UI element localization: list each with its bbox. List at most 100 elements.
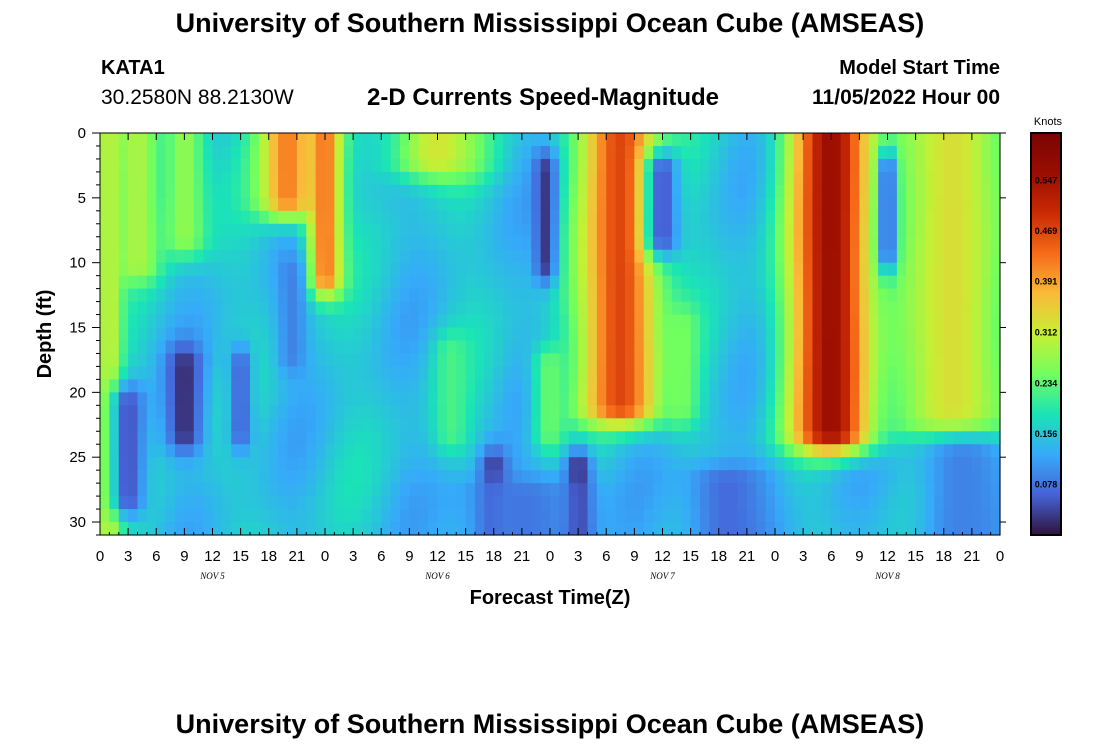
- heatmap-cell: [578, 470, 589, 484]
- heatmap-cell: [409, 197, 420, 212]
- heatmap-cell: [681, 236, 692, 251]
- heatmap-cell: [550, 444, 560, 458]
- heatmap-cell: [587, 444, 598, 458]
- heatmap-cell: [953, 340, 964, 355]
- heatmap-cell: [493, 509, 504, 523]
- heatmap-cell: [409, 262, 420, 277]
- heatmap-cell: [700, 171, 710, 186]
- heatmap-cell: [456, 158, 467, 173]
- heatmap-cell: [362, 522, 373, 536]
- heatmap-cell: [943, 145, 954, 160]
- heatmap-cell: [521, 522, 532, 536]
- heatmap-cell: [325, 509, 335, 523]
- heatmap-cell: [503, 288, 514, 303]
- heatmap-cell: [203, 184, 214, 199]
- heatmap-cell: [409, 522, 420, 536]
- heatmap-cell: [634, 444, 645, 458]
- heatmap-cell: [371, 405, 382, 419]
- heatmap-cell: [925, 483, 935, 497]
- heatmap-cell: [203, 340, 214, 355]
- heatmap-cell: [756, 327, 767, 342]
- heatmap-cell: [700, 288, 710, 303]
- heatmap-cell: [418, 366, 429, 380]
- heatmap-cell: [231, 275, 242, 290]
- heatmap-cell: [540, 249, 551, 264]
- heatmap-cell: [887, 301, 898, 316]
- heatmap-cell: [156, 249, 167, 264]
- heatmap-cell: [690, 171, 701, 186]
- heatmap-cell: [203, 392, 214, 406]
- heatmap-cell: [728, 444, 739, 458]
- heatmap-cell: [353, 379, 364, 393]
- heatmap-cell: [137, 366, 148, 380]
- heatmap-cell: [296, 509, 307, 523]
- heatmap-cell: [568, 392, 579, 406]
- heatmap-cell: [175, 340, 185, 355]
- heatmap-cell: [540, 405, 551, 419]
- heatmap-cell: [737, 431, 748, 445]
- heatmap-cell: [662, 236, 673, 251]
- heatmap-cell: [671, 301, 682, 316]
- heatmap-cell: [484, 275, 495, 290]
- heatmap-cell: [465, 223, 476, 238]
- heatmap-cell: [193, 236, 204, 251]
- heatmap-cell: [671, 444, 682, 458]
- heatmap-cell: [296, 379, 307, 393]
- x-tick-label: 12: [879, 548, 896, 565]
- heatmap-cell: [268, 522, 279, 536]
- heatmap-cell: [840, 197, 851, 212]
- x-tick-label: 15: [682, 548, 699, 565]
- heatmap-cell: [296, 301, 307, 316]
- heatmap-cell: [690, 236, 701, 251]
- heatmap-cell: [840, 496, 851, 510]
- heatmap-cell: [428, 366, 439, 380]
- heatmap-cell: [203, 314, 214, 329]
- heatmap-cell: [953, 405, 964, 419]
- heatmap-cell: [503, 509, 514, 523]
- heatmap-cell: [109, 314, 120, 329]
- heatmap-cell: [700, 249, 710, 264]
- colorbar-tick-label: 0.547: [1035, 175, 1058, 185]
- heatmap-cell: [981, 392, 992, 406]
- heatmap-cell: [390, 470, 401, 484]
- heatmap-cell: [371, 145, 382, 160]
- heatmap-cell: [343, 444, 354, 458]
- heatmap-cell: [915, 197, 926, 212]
- heatmap-cell: [887, 457, 898, 471]
- heatmap-cell: [100, 509, 110, 523]
- heatmap-cell: [278, 444, 289, 458]
- heatmap-cell: [250, 210, 260, 225]
- heatmap-cell: [184, 275, 195, 290]
- heatmap-cell: [540, 392, 551, 406]
- heatmap-cell: [521, 405, 532, 419]
- heatmap-cell: [128, 262, 139, 277]
- heatmap-cell: [137, 444, 148, 458]
- heatmap-cell: [315, 444, 326, 458]
- heatmap-cell: [146, 457, 157, 471]
- heatmap-cell: [296, 353, 307, 368]
- heatmap-cell: [803, 496, 814, 510]
- heatmap-cell: [175, 327, 185, 342]
- heatmap-cell: [943, 327, 954, 342]
- heatmap-cell: [578, 340, 589, 355]
- heatmap-cell: [728, 470, 739, 484]
- heatmap-cell: [296, 392, 307, 406]
- heatmap-cell: [896, 236, 907, 251]
- heatmap-cell: [146, 314, 157, 329]
- heatmap-cell: [165, 133, 176, 147]
- heatmap-cell: [503, 379, 514, 393]
- heatmap-cell: [681, 496, 692, 510]
- heatmap-cell: [859, 314, 870, 329]
- heatmap-cell: [428, 158, 439, 173]
- heatmap-cell: [353, 223, 364, 238]
- heatmap-cell: [859, 366, 870, 380]
- heatmap-cell: [821, 444, 832, 458]
- heatmap-cell: [634, 340, 645, 355]
- heatmap-cell: [193, 353, 204, 368]
- heatmap-cell: [531, 314, 542, 329]
- heatmap-cell: [128, 301, 139, 316]
- heatmap-cell: [550, 158, 560, 173]
- heatmap-cell: [643, 366, 654, 380]
- heatmap-cell: [896, 366, 907, 380]
- heatmap-cell: [287, 275, 298, 290]
